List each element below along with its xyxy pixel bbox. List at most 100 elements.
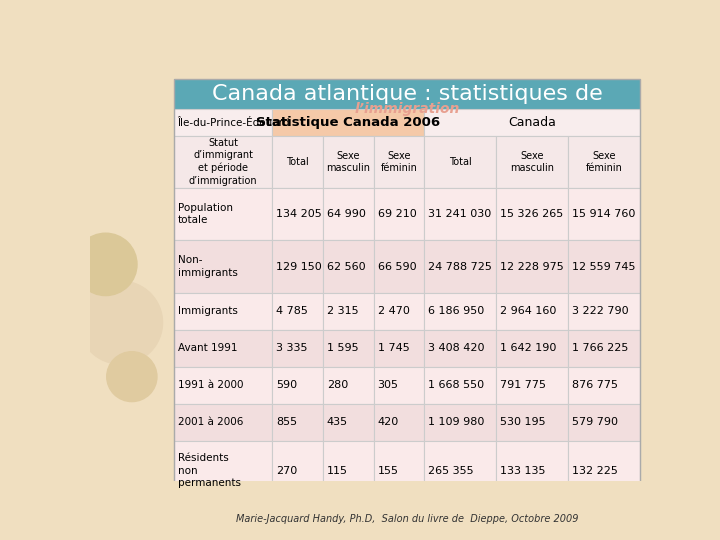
Text: 66 590: 66 590 [377,261,416,272]
Text: 1 642 190: 1 642 190 [500,343,557,353]
Text: 280: 280 [327,380,348,390]
Text: 3 222 790: 3 222 790 [572,306,629,316]
Bar [323,188,374,240]
Text: 15 914 760: 15 914 760 [572,209,636,219]
Bar [272,136,323,188]
Bar [424,240,496,293]
Bar [496,240,568,293]
Text: Immigrants: Immigrants [178,306,238,316]
Bar [374,367,424,403]
Bar [424,441,496,501]
Bar [174,79,640,501]
Text: l’immigration: l’immigration [354,103,459,117]
Text: 24 788 725: 24 788 725 [428,261,492,272]
Bar [174,188,272,240]
Text: 305: 305 [377,380,399,390]
Text: Sexe
masculin: Sexe masculin [510,151,554,173]
Bar [374,240,424,293]
Text: 155: 155 [377,465,399,476]
Bar [374,188,424,240]
Bar [568,136,640,188]
Text: Statistique Canada 2006: Statistique Canada 2006 [256,116,441,129]
Text: 2001 à 2006: 2001 à 2006 [178,417,243,427]
Text: Canada: Canada [508,116,557,129]
Text: 2 470: 2 470 [377,306,410,316]
Bar [272,188,323,240]
Text: 579 790: 579 790 [572,417,618,427]
Text: 530 195: 530 195 [500,417,546,427]
Bar [424,293,496,330]
Bar [174,110,272,136]
Bar [496,441,568,501]
Text: 270: 270 [276,465,297,476]
Text: Population
totale: Population totale [178,203,233,225]
Text: Marie-Jacquard Handy, Ph.D,  Salon du livre de  Dieppe, Octobre 2009: Marie-Jacquard Handy, Ph.D, Salon du liv… [235,515,578,524]
Text: 876 775: 876 775 [572,380,618,390]
Bar [323,240,374,293]
Text: 1 109 980: 1 109 980 [428,417,485,427]
Bar [174,403,272,441]
Text: Total: Total [449,157,472,167]
Bar [496,293,568,330]
Bar [374,403,424,441]
Bar [174,441,272,501]
Text: Canada atlantique : statistiques de: Canada atlantique : statistiques de [212,84,603,104]
Text: 134 205: 134 205 [276,209,322,219]
Text: Avant 1991: Avant 1991 [178,343,237,353]
Text: 1 595: 1 595 [327,343,359,353]
Text: 791 775: 791 775 [500,380,546,390]
Bar [323,367,374,403]
Text: 12 559 745: 12 559 745 [572,261,636,272]
Text: 129 150: 129 150 [276,261,322,272]
Text: 69 210: 69 210 [377,209,416,219]
Bar [568,367,640,403]
Bar [496,330,568,367]
Bar [272,110,424,136]
Text: 6 186 950: 6 186 950 [428,306,485,316]
Bar [496,188,568,240]
Text: 15 326 265: 15 326 265 [500,209,564,219]
Text: Sexe
masculin: Sexe masculin [326,151,370,173]
Bar [424,110,640,136]
Text: 420: 420 [377,417,399,427]
Text: 64 990: 64 990 [327,209,366,219]
Bar [323,293,374,330]
Bar [323,441,374,501]
Bar [424,330,496,367]
Bar [174,240,272,293]
Text: 3 408 420: 3 408 420 [428,343,485,353]
Bar [174,293,272,330]
Circle shape [74,233,137,295]
Text: 855: 855 [276,417,297,427]
Text: 1 668 550: 1 668 550 [428,380,485,390]
Bar [374,136,424,188]
Text: 62 560: 62 560 [327,261,366,272]
Bar [424,403,496,441]
Text: 31 241 030: 31 241 030 [428,209,492,219]
Text: 12 228 975: 12 228 975 [500,261,564,272]
Text: 590: 590 [276,380,297,390]
Text: 435: 435 [327,417,348,427]
Text: Statut
d’immigrant
et période
d’immigration: Statut d’immigrant et période d’immigrat… [189,138,257,186]
Bar [272,240,323,293]
Circle shape [79,281,163,364]
Bar [496,136,568,188]
Bar [568,441,640,501]
Bar [424,367,496,403]
Text: 2 315: 2 315 [327,306,359,316]
Bar [568,240,640,293]
Circle shape [107,352,157,402]
Bar [424,136,496,188]
Text: 1 766 225: 1 766 225 [572,343,629,353]
Bar [174,367,272,403]
Bar [272,293,323,330]
Text: 265 355: 265 355 [428,465,474,476]
Text: 115: 115 [327,465,348,476]
Bar [174,79,640,110]
Bar [568,293,640,330]
Text: 4 785: 4 785 [276,306,308,316]
Text: Sexe
féminin: Sexe féminin [586,151,623,173]
Text: Non-
immigrants: Non- immigrants [178,255,238,278]
Bar [272,403,323,441]
Text: 1 745: 1 745 [377,343,409,353]
